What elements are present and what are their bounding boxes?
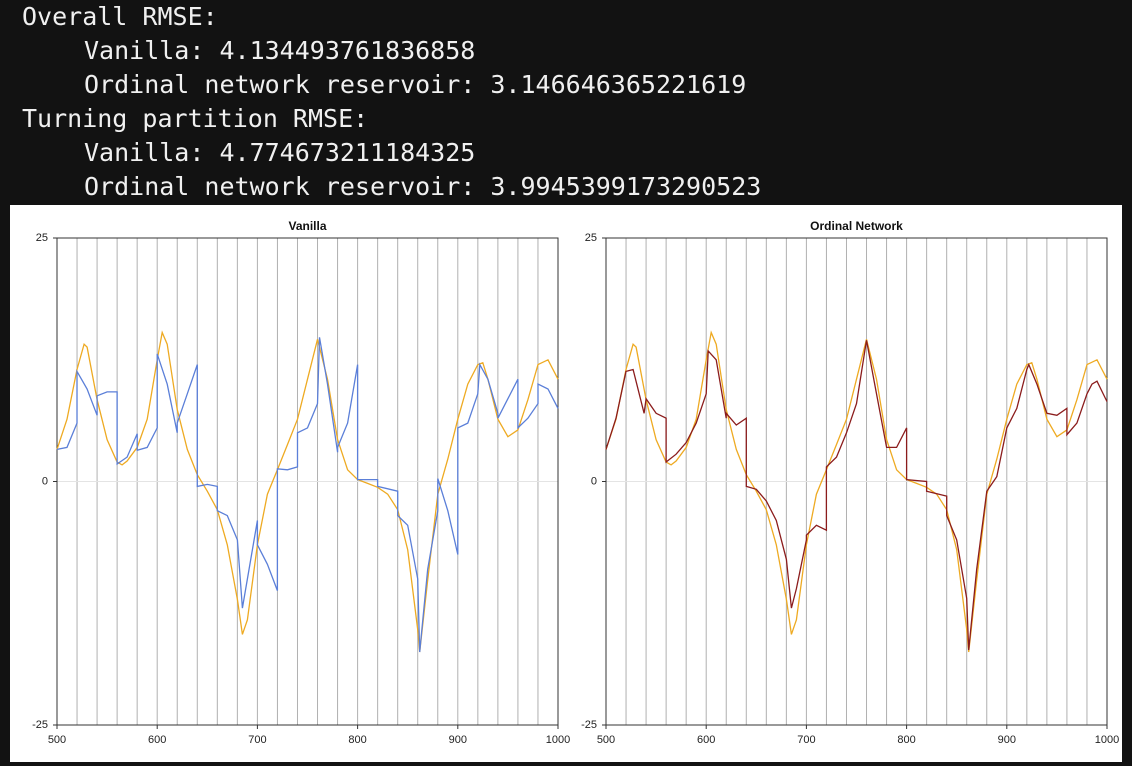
output-line: Overall RMSE:: [22, 2, 218, 31]
x-tick-label: 1000: [546, 734, 570, 746]
chart-title: Ordinal Network: [810, 219, 903, 233]
x-tick-label: 600: [697, 734, 715, 746]
output-line: Turning partition RMSE:: [22, 104, 368, 133]
x-tick-label: 500: [597, 734, 615, 746]
output-line: Ordinal network reservoir: 3.99453991732…: [84, 172, 761, 201]
y-tick-label: -25: [32, 719, 48, 731]
x-tick-label: 600: [148, 734, 166, 746]
figure: [10, 205, 1122, 762]
y-tick-label: 25: [585, 232, 597, 244]
chart-title: Vanilla: [288, 219, 326, 233]
x-tick-label: 700: [248, 734, 266, 746]
y-tick-label: 0: [42, 475, 48, 487]
series-line: [56, 330, 559, 653]
plot-frame: [56, 237, 559, 726]
x-tick-label: 1000: [1095, 734, 1119, 746]
series-line: [605, 340, 1108, 651]
x-tick-label: 500: [48, 734, 66, 746]
y-tick-label: 25: [36, 232, 48, 244]
x-tick-label: 700: [797, 734, 815, 746]
y-tick-label: 0: [591, 475, 597, 487]
y-tick-label: -25: [581, 719, 597, 731]
output-line: Vanilla: 4.774673211184325: [84, 138, 475, 167]
output-line: Ordinal network reservoir: 3.14664636522…: [84, 70, 746, 99]
x-tick-label: 900: [449, 734, 467, 746]
x-tick-label: 800: [348, 734, 366, 746]
x-tick-label: 800: [897, 734, 915, 746]
series-line: [56, 337, 559, 653]
plot-frame: [605, 237, 1108, 726]
output-line: Vanilla: 4.134493761836858: [84, 36, 475, 65]
x-tick-label: 900: [998, 734, 1016, 746]
series-line: [605, 330, 1108, 653]
